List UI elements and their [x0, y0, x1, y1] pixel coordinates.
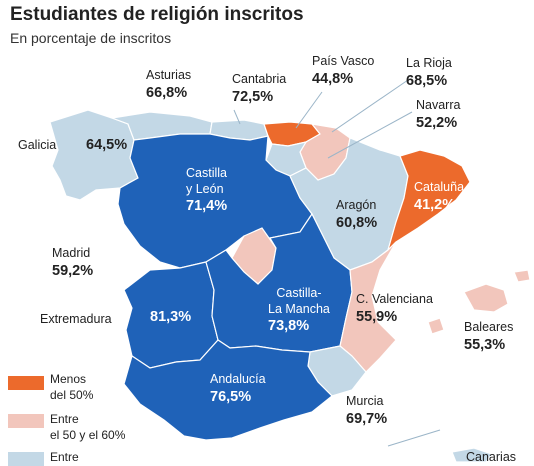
- label-galicia-value: 64,5%: [86, 137, 128, 153]
- label-cataluna-value: 41,2%: [414, 196, 456, 213]
- label-galicia-value-wrap: 64,5%: [86, 136, 127, 154]
- label-castilla-leon-value: 71,4%: [186, 198, 228, 215]
- label-la-rioja: La Rioja 68,5%: [406, 56, 452, 90]
- label-galicia: Galicia: [18, 138, 56, 154]
- label-castilla-mancha-name1: Castilla-: [276, 286, 322, 300]
- label-valenciana-name: C. Valenciana: [356, 292, 433, 306]
- label-baleares-name: Baleares: [464, 320, 514, 334]
- label-extremadura-value-wrap: 81,3%: [150, 308, 191, 326]
- label-pais-vasco-name: País Vasco: [312, 54, 375, 68]
- leader-lines: [233, 79, 441, 447]
- label-andalucia-name: Andalucía: [210, 372, 266, 386]
- label-navarra-value: 52,2%: [416, 114, 458, 131]
- label-cantabria: Cantabria 72,5%: [232, 72, 286, 106]
- legend-mid-line1: Entre: [50, 412, 79, 426]
- label-castilla-leon-name2: y León: [186, 181, 224, 196]
- label-pais-vasco: País Vasco 44,8%: [312, 54, 374, 88]
- label-murcia-name: Murcia: [346, 394, 384, 408]
- label-canarias-name: Canarias: [466, 450, 517, 464]
- label-navarra-name: Navarra: [416, 98, 461, 112]
- legend-high-line1: Entre: [50, 450, 79, 464]
- region-andalucia[interactable]: [123, 339, 333, 441]
- label-castilla-mancha-name2: La Mancha: [268, 301, 330, 316]
- label-asturias-value: 66,8%: [146, 84, 188, 101]
- label-baleares: Baleares 55,3%: [464, 320, 513, 354]
- region-canarias[interactable]: [451, 447, 493, 462]
- legend-item-mid: Entre el 50 y el 60%: [50, 412, 125, 443]
- label-extremadura-value: 81,3%: [150, 309, 192, 325]
- label-canarias: Canarias: [466, 450, 516, 466]
- label-castilla-leon-name1: Castilla: [186, 166, 227, 180]
- label-madrid-name: Madrid: [52, 246, 91, 260]
- label-aragon-value: 60,8%: [336, 214, 378, 231]
- label-asturias: Asturias 66,8%: [146, 68, 191, 102]
- label-cantabria-name: Cantabria: [232, 72, 287, 86]
- legend-swatch-high: [8, 452, 44, 466]
- label-baleares-value: 55,3%: [464, 336, 506, 353]
- label-cantabria-value: 72,5%: [232, 88, 274, 105]
- region-baleares-ibiza[interactable]: [427, 317, 445, 335]
- label-valenciana: C. Valenciana 55,9%: [356, 292, 433, 326]
- region-cataluna[interactable]: [386, 149, 471, 253]
- legend-swatch-mid: [8, 414, 44, 428]
- label-aragon: Aragón 60,8%: [336, 198, 377, 232]
- label-murcia-value: 69,7%: [346, 410, 388, 427]
- label-aragon-name: Aragón: [336, 198, 377, 212]
- legend-mid-line2: el 50 y el 60%: [50, 427, 126, 442]
- label-madrid-value: 59,2%: [52, 262, 94, 279]
- label-castilla-mancha: Castilla- La Mancha 73,8%: [268, 286, 330, 335]
- label-castilla-mancha-value: 73,8%: [268, 318, 310, 335]
- label-navarra: Navarra 52,2%: [416, 98, 460, 132]
- label-castilla-leon: Castilla y León 71,4%: [186, 166, 227, 215]
- label-extremadura: Extremadura: [40, 312, 112, 328]
- region-baleares-menorca[interactable]: [513, 269, 531, 283]
- label-madrid: Madrid 59,2%: [52, 246, 93, 280]
- region-baleares-mallorca[interactable]: [463, 283, 509, 313]
- map-title: Estudiantes de religión inscritos: [10, 4, 304, 25]
- label-extremadura-name: Extremadura: [40, 312, 112, 326]
- label-galicia-name: Galicia: [18, 138, 57, 152]
- legend-low-line2: del 50%: [50, 387, 94, 402]
- label-andalucia-value: 76,5%: [210, 388, 252, 405]
- map-subtitle: En porcentaje de inscritos: [10, 30, 172, 46]
- label-la-rioja-value: 68,5%: [406, 72, 448, 89]
- label-murcia: Murcia 69,7%: [346, 394, 387, 428]
- label-asturias-name: Asturias: [146, 68, 192, 82]
- label-la-rioja-name: La Rioja: [406, 56, 452, 70]
- label-pais-vasco-value: 44,8%: [312, 70, 354, 87]
- label-valenciana-value: 55,9%: [356, 308, 398, 325]
- legend-low-line1: Menos: [50, 372, 87, 386]
- label-andalucia: Andalucía 76,5%: [210, 372, 266, 406]
- legend-item-high: Entre: [50, 450, 79, 466]
- legend-swatch-low: [8, 376, 44, 390]
- legend-item-low: Menos del 50%: [50, 372, 93, 403]
- label-cataluna-name: Cataluña: [414, 180, 465, 194]
- label-cataluna: Cataluña 41,2%: [414, 180, 464, 214]
